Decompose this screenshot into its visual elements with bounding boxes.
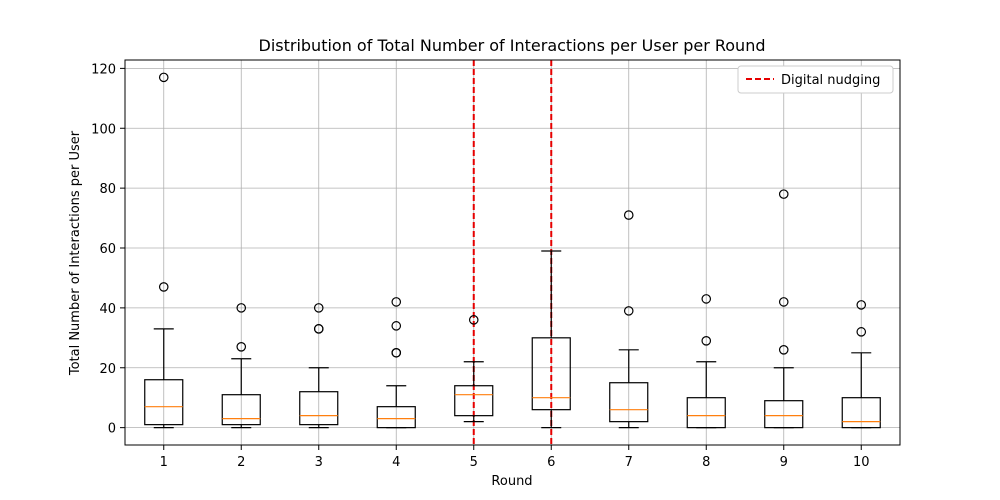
y-tick-label: 100 <box>91 122 116 137</box>
y-tick-label: 20 <box>99 362 116 377</box>
box-iqr <box>454 385 494 417</box>
box-iqr <box>376 406 416 429</box>
x-tick-label: 3 <box>315 455 323 470</box>
box-group <box>454 315 494 423</box>
x-tick-label: 9 <box>780 455 788 470</box>
plot-frame <box>124 59 901 446</box>
outlier-point <box>158 282 169 292</box>
y-tick-label: 40 <box>99 302 116 317</box>
box-group <box>144 72 184 429</box>
outlier-point <box>701 294 712 304</box>
box-group <box>609 210 649 429</box>
chart-title: Distribution of Total Number of Interact… <box>259 36 766 55</box>
y-tick-label: 0 <box>108 422 116 437</box>
outlier-point <box>313 303 324 313</box>
box-iqr <box>144 379 184 426</box>
legend: Digital nudging <box>737 65 894 94</box>
outlier-point <box>391 297 402 307</box>
x-tick-label: 4 <box>392 455 400 470</box>
y-tick-label: 60 <box>99 242 116 257</box>
box-iqr <box>221 394 261 426</box>
y-axis-label: Total Number of Interactions per User <box>68 130 83 376</box>
outlier-point <box>236 342 247 352</box>
x-tick-label: 7 <box>625 455 633 470</box>
outlier-point <box>623 306 634 316</box>
box-group <box>299 303 339 429</box>
outlier-point <box>158 72 169 83</box>
box-iqr <box>764 400 804 429</box>
box-iqr <box>686 397 726 429</box>
x-axis-label: Round <box>491 474 532 489</box>
box-iqr <box>531 337 571 411</box>
outlier-point <box>391 347 402 358</box>
box-group <box>531 250 571 429</box>
x-tick-label: 2 <box>237 455 245 470</box>
box-iqr <box>299 391 339 426</box>
box-group <box>686 294 726 429</box>
x-tick-label: 5 <box>470 455 478 470</box>
outlier-point <box>778 189 789 199</box>
box-iqr <box>841 397 881 429</box>
outlier-point <box>856 327 867 337</box>
outlier-point <box>778 297 789 307</box>
outlier-point <box>391 321 402 331</box>
box-group <box>841 300 881 429</box>
reference-lines <box>472 60 553 445</box>
outlier-point <box>468 315 479 325</box>
outlier-point <box>236 303 247 313</box>
legend-frame <box>737 65 894 94</box>
legend-label: Digital nudging <box>781 73 880 88</box>
box-group <box>764 189 804 429</box>
x-tick-label: 8 <box>702 455 710 470</box>
box-series <box>144 72 881 429</box>
y-tick-label: 120 <box>91 62 116 77</box>
x-tick-label: 1 <box>160 455 168 470</box>
box-group <box>376 297 416 429</box>
y-tick-label: 80 <box>99 182 116 197</box>
x-tick-label: 10 <box>853 455 870 470</box>
outlier-point <box>701 336 712 346</box>
outlier-point <box>313 324 324 334</box>
outlier-point <box>778 344 789 355</box>
x-tick-label: 6 <box>547 455 555 470</box>
box-iqr <box>609 382 649 423</box>
box-group <box>221 303 261 429</box>
outlier-point <box>623 210 634 220</box>
outlier-point <box>856 300 867 310</box>
